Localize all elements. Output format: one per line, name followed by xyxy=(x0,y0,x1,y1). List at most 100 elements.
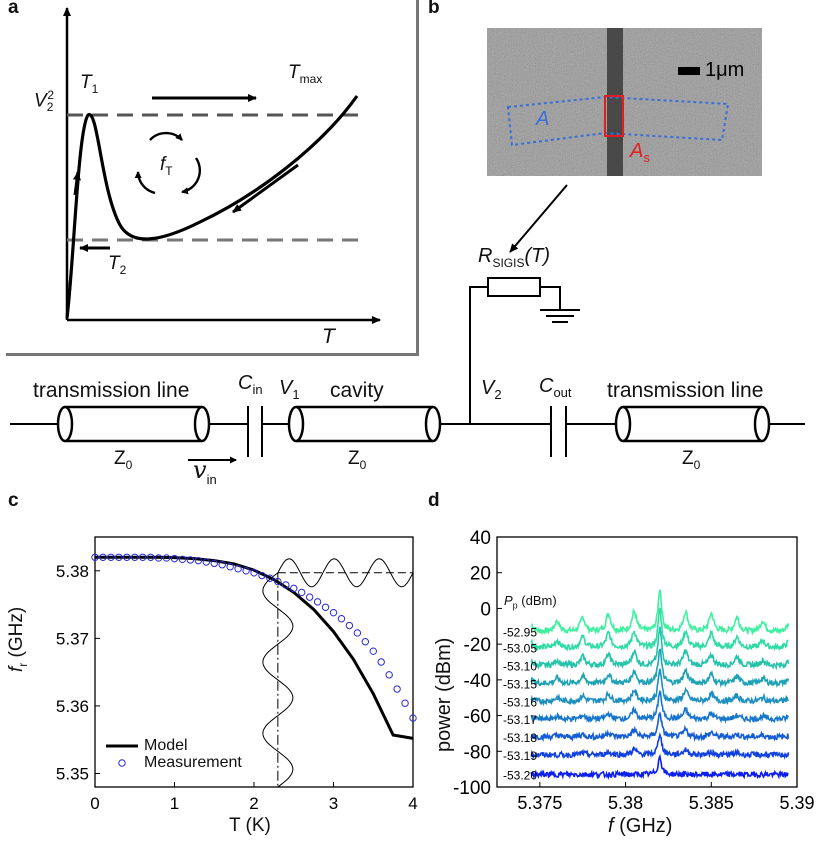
scale-bar xyxy=(678,67,700,75)
v1-label: V1 xyxy=(279,377,300,402)
chart-d-ytick-label: 0 xyxy=(480,599,491,620)
chart-c-xtick-label: 0 xyxy=(90,794,99,813)
chart-d-series-label: -53.05 xyxy=(503,642,537,656)
chart-c-measurement-point xyxy=(329,608,338,617)
chart-c-measurement-point xyxy=(385,671,393,679)
chart-c-measurement-point xyxy=(321,603,330,611)
chart-d-spectrum-line xyxy=(530,711,790,743)
panel-a-tmax: Tmax xyxy=(288,62,323,86)
chart-c-measurement-point xyxy=(170,554,179,563)
chart-c-measurement-point xyxy=(99,553,107,561)
panel-a-arrow-up xyxy=(72,171,81,196)
panel-label-d: d xyxy=(428,490,440,511)
chart-d-xlabel: f (GHz) xyxy=(608,815,673,837)
chart-d-xtick-label: 5.385 xyxy=(689,793,734,813)
chart-d-ytick-label: 20 xyxy=(470,564,491,585)
panel-a-xlabel: T xyxy=(322,325,335,348)
chart-c-measurement-point xyxy=(178,555,187,563)
chart-c-measurement-point xyxy=(274,577,282,586)
scale-bar-label: 1μm xyxy=(705,59,745,81)
cin-label: Cin xyxy=(238,372,263,397)
wire-branch xyxy=(469,286,488,424)
panel-label-b: b xyxy=(428,0,440,18)
chart-d-series-label: -53.15 xyxy=(503,677,537,691)
panel-a-t2: T2 xyxy=(108,253,127,277)
chart-d-spectrum-line xyxy=(530,626,790,671)
chart-c-legend-measurement: Measurement xyxy=(144,754,242,771)
chart-c-xtick-label: 4 xyxy=(408,794,417,813)
chart-d-xtick-label: 5.39 xyxy=(779,793,814,813)
coax-right xyxy=(614,405,771,443)
chart-c-sinusoid-vertical xyxy=(262,572,294,788)
chart-c-measurement-point xyxy=(91,553,99,561)
chart-d-series-label: -53.18 xyxy=(503,731,537,745)
chart-d-series-label: -53.19 xyxy=(503,749,537,763)
wire-ground xyxy=(540,286,561,310)
chart-c-measurement-point xyxy=(266,574,274,582)
chart-c-measurement-point xyxy=(107,553,115,561)
z0-right: Z0 xyxy=(682,448,701,472)
panel-a-t1: T1 xyxy=(80,72,99,96)
chart-c-ytick-label: 5.35 xyxy=(56,764,89,783)
chart-c-measurement-point xyxy=(146,553,155,561)
chart-c-measurement-point xyxy=(305,593,314,601)
chart-c-xtick-label: 3 xyxy=(329,794,338,813)
chart-c-measurement-point xyxy=(154,554,163,562)
region-as-label: As xyxy=(630,140,650,165)
z0-left: Z0 xyxy=(114,448,133,472)
chart-d-ytick-label: 40 xyxy=(470,528,491,549)
region-as-outline xyxy=(604,95,624,137)
chart-c-xtick-label: 2 xyxy=(249,794,258,813)
chart-d-spectrum-line xyxy=(530,689,790,724)
v2-label: V2 xyxy=(481,377,502,402)
chart-c-measurement-point xyxy=(234,565,242,573)
chart-c-measurement-point xyxy=(186,556,195,564)
coax-cavity xyxy=(287,405,442,443)
chart-c-measurement-point xyxy=(369,647,377,655)
chart-c-legend-model: Model xyxy=(144,737,188,754)
chart-c-xtick-label: 1 xyxy=(170,794,179,813)
chart-c-measurement-point xyxy=(377,658,385,666)
chart-c-measurement-point xyxy=(337,615,346,623)
chart-d-xtick-label: 5.38 xyxy=(608,793,643,813)
chart-d-spectrum-line xyxy=(530,607,789,652)
chart-d-ytick-label: -60 xyxy=(464,707,491,728)
panel-a-arrow-down xyxy=(232,163,299,214)
chart-c-measurement-point xyxy=(226,563,234,571)
panel-a-fT: fT xyxy=(160,154,173,178)
chart-c-measurement-point xyxy=(139,553,147,561)
chart-c-measurement-point xyxy=(250,569,258,577)
chart-d-spectrum-line xyxy=(530,668,790,707)
panel-label-a: a xyxy=(8,0,19,18)
chart-c-measurement-point xyxy=(290,584,298,593)
chart-c-measurement-point xyxy=(210,559,218,568)
chart-d-series-label: -53.20 xyxy=(503,769,537,783)
chart-c-ytick-label: 5.38 xyxy=(56,562,89,581)
chart-d-legend-title: Pp (dBm) xyxy=(504,593,557,611)
chart-d-ylabel: power (dBm) xyxy=(433,637,455,752)
chart-c-legend-measurement-swatch xyxy=(118,759,126,767)
chart-c-xlabel: T (K) xyxy=(229,815,271,836)
panel-label-c: c xyxy=(8,490,19,511)
chart-d-series-label: -53.17 xyxy=(503,713,537,727)
chart-c-measurement-point xyxy=(123,553,131,561)
chart-d-xtick-label: 5.375 xyxy=(517,793,562,813)
chart-d-ytick-label: -100 xyxy=(453,778,491,799)
chart-d-spectrum-line xyxy=(530,732,790,760)
panel-a-ylabel: V22 xyxy=(34,88,55,115)
chart-c-measurement-point xyxy=(218,561,226,569)
chart-d-ytick-label: -40 xyxy=(464,671,491,692)
chart-c-measurement-point xyxy=(131,553,139,561)
sem-to-resistor-arrow xyxy=(509,184,568,253)
chart-d-spectrum-line xyxy=(531,589,790,637)
cycle-icon xyxy=(134,131,201,195)
chart-c-measurement-point xyxy=(393,685,401,693)
chart-c-measurement-point xyxy=(242,567,250,575)
chart-c-measurement-point xyxy=(282,581,290,589)
chart-c-ytick-label: 5.36 xyxy=(56,697,89,716)
chart-d-series-label: -53.10 xyxy=(503,660,537,674)
tl-right-label: transmission line xyxy=(607,379,764,402)
